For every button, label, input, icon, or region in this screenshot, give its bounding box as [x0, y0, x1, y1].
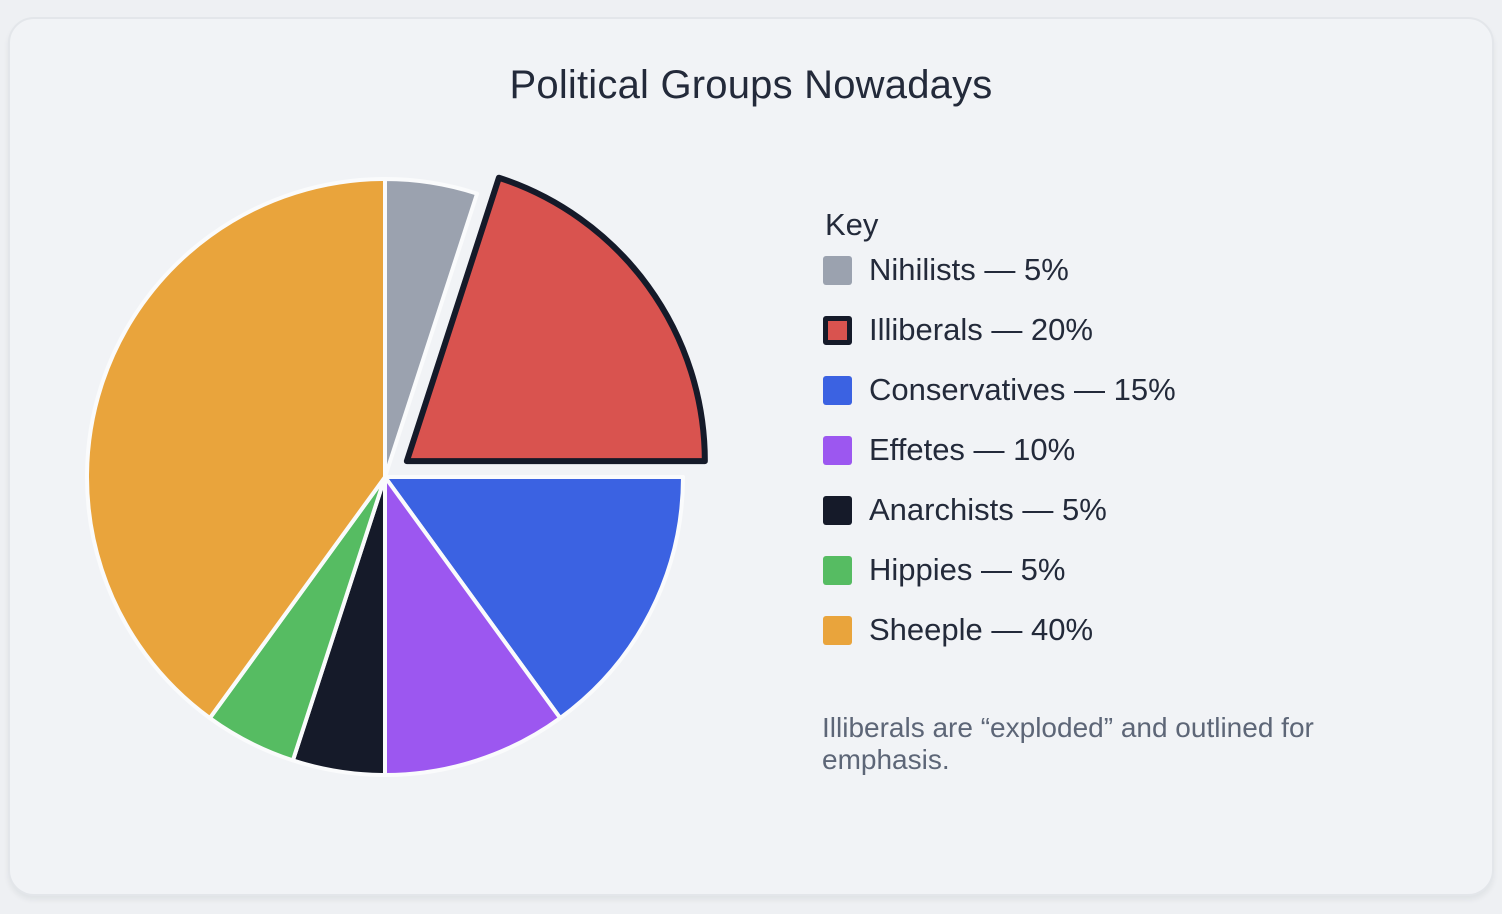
legend-item-illiberals: Illiberals — 20%: [823, 300, 1176, 360]
legend-item-effetes: Effetes — 10%: [823, 420, 1176, 480]
legend-label-nihilists: Nihilists — 5%: [869, 252, 1069, 287]
legend-heading: Key: [825, 207, 879, 242]
legend-label-hippies: Hippies — 5%: [869, 552, 1066, 587]
pie-slice-sheeple: [85, 177, 387, 721]
legend-swatch-effetes: [823, 435, 852, 465]
legend-label-anarchists: Anarchists — 5%: [869, 492, 1107, 527]
legend-swatch-sheeple: [823, 615, 852, 645]
legend-item-sheeple: Sheeple — 40%: [823, 600, 1176, 660]
legend-item-anarchists: Anarchists — 5%: [823, 480, 1176, 540]
pie-chart: [85, 174, 708, 777]
legend-item-hippies: Hippies — 5%: [823, 540, 1176, 600]
legend-label-sheeple: Sheeple — 40%: [869, 612, 1094, 647]
pie-slice-effetes: [383, 475, 563, 777]
legend-label-illiberals: Illiberals — 20%: [869, 312, 1093, 347]
legend-label-effetes: Effetes — 10%: [869, 432, 1076, 467]
pie-slice-illiberals: [403, 174, 708, 465]
legend-label-conservatives: Conservatives — 15%: [869, 372, 1176, 407]
legend-swatch-hippies: [823, 555, 852, 585]
legend-swatch-nihilists: [823, 255, 852, 285]
legend-item-conservatives: Conservatives — 15%: [823, 360, 1176, 420]
footnote: Illiberals are “exploded” and outlined f…: [822, 712, 1314, 775]
pie-slice-conservatives: [383, 475, 685, 721]
legend-swatch-illiberals: [823, 315, 852, 345]
legend-swatch-anarchists: [823, 495, 852, 525]
legend-swatch-conservatives: [823, 375, 852, 405]
chart-title: Political Groups Nowadays: [509, 62, 993, 107]
pie-chart-area: [25, 117, 745, 837]
legend-item-nihilists: Nihilists — 5%: [823, 240, 1176, 300]
legend: Nihilists — 5% Illiberals — 20% Conservati…: [823, 240, 1176, 660]
